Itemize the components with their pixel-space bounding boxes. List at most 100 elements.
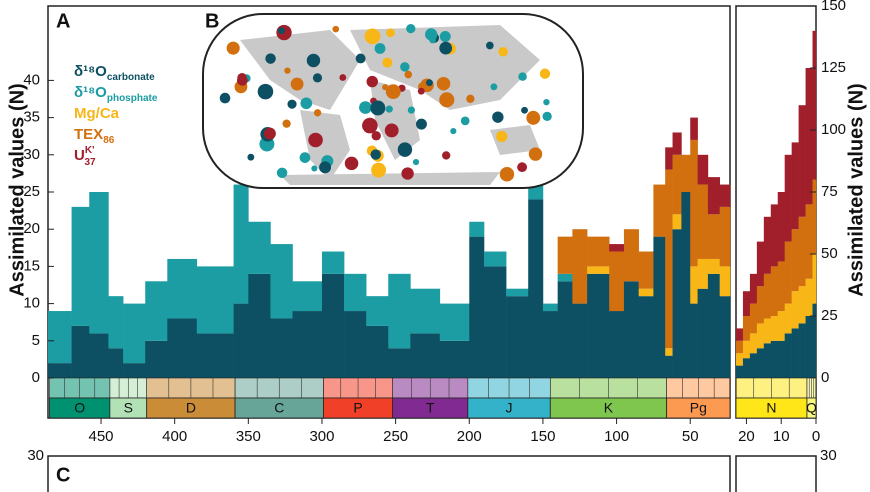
bar-segment [763,343,772,378]
site-dot [359,101,372,114]
y-tick-label: 10 [23,295,40,312]
bar-segment [812,179,817,254]
site-dot [401,167,414,180]
bar-segment [145,281,168,341]
site-dot [282,119,291,128]
x-tick-label: 20 [738,428,755,445]
site-dot [498,47,508,57]
bar-segment [572,303,588,378]
site-dot [385,84,401,100]
y-tick-label: 75 [821,183,838,200]
y-tick-label: 125 [821,59,846,76]
bar-segment [653,184,666,237]
bar-segment [756,286,765,324]
bar-segment [410,333,441,378]
x-tick-label: 150 [530,428,555,445]
bar-segment [623,229,639,282]
panel-label: A [56,10,70,32]
bar-segment [770,340,779,378]
bar-segment [609,251,625,312]
bar-segment [784,333,792,378]
bar-segment [89,192,109,334]
legend-entry: UK' 37 [74,145,96,168]
bar-segment [469,221,485,237]
y-tick-label: 100 [821,121,846,138]
site-dots [219,23,552,182]
bar-segment [736,340,744,354]
bar-segment [690,117,698,140]
bar-segment [736,328,744,341]
bar-segment [719,266,731,297]
bar-segment [48,311,72,364]
bar-segment [542,303,558,312]
bar-segment [777,340,785,378]
period-label: O [74,400,85,416]
y-tick-label: 40 [23,71,40,88]
bar-segment [798,286,806,324]
bar-segment [484,251,507,267]
bar-segment [742,291,751,316]
bar-segment [697,258,709,289]
legend-sub: 37 [84,157,96,168]
site-dot [526,110,541,125]
bar-segment [71,206,90,326]
bar-segment [665,169,673,349]
site-dot [355,53,366,64]
y-tick-label: 5 [32,332,40,349]
bar-segment [542,311,558,378]
site-dot [528,147,543,161]
bar-segment [366,296,389,326]
bar-segment [697,154,709,185]
site-dot [371,162,387,178]
map-inset: B [202,10,584,189]
bar-segment [672,229,682,378]
bar-segment [665,355,673,378]
bar-segment [707,214,720,259]
bar-segment [690,139,698,267]
site-dot [276,167,288,179]
site-dot [299,152,311,163]
site-dot [237,73,247,83]
site-dot [400,62,410,72]
bar-segment [791,229,799,292]
bar-segment [48,363,72,378]
bar-segment [791,328,799,378]
panel-c2-frame [735,455,817,492]
site-dot [219,92,231,104]
bar-segment [805,68,813,205]
bar-segment [609,244,625,252]
bar-segment [653,236,666,378]
bar-segment [749,273,758,304]
site-dot [386,28,395,38]
period-label: C [274,400,284,416]
site-dot [436,76,451,91]
bar-segment [742,316,751,341]
legend-name: Mg/Ca [74,105,120,122]
site-dot [490,83,498,91]
bar-segment [270,318,293,378]
x-tick-label: 250 [383,428,408,445]
site-dot [406,23,416,34]
bar-segment [770,266,779,316]
panel-label: B [205,10,219,32]
site-dot [306,53,321,68]
y-tick-label: 25 [821,307,838,324]
y-tick-label: 15 [23,257,40,274]
period-label: K [604,400,614,416]
bar-segment [469,236,485,378]
bar-segment [763,216,772,274]
bar-segment [108,348,124,378]
bar-segment [344,273,367,312]
site-dot [287,99,297,109]
site-dot [366,75,378,88]
site-dot [466,94,475,103]
bar-segment [798,323,806,378]
bar-segment [145,340,168,378]
bar-segment [805,204,813,279]
bar-segment [484,266,507,378]
bar-segment [557,236,573,274]
x-tick-label: 100 [604,428,629,445]
site-dot [384,123,399,138]
y-tick-label: 25 [23,183,40,200]
bar-segment [749,353,758,378]
